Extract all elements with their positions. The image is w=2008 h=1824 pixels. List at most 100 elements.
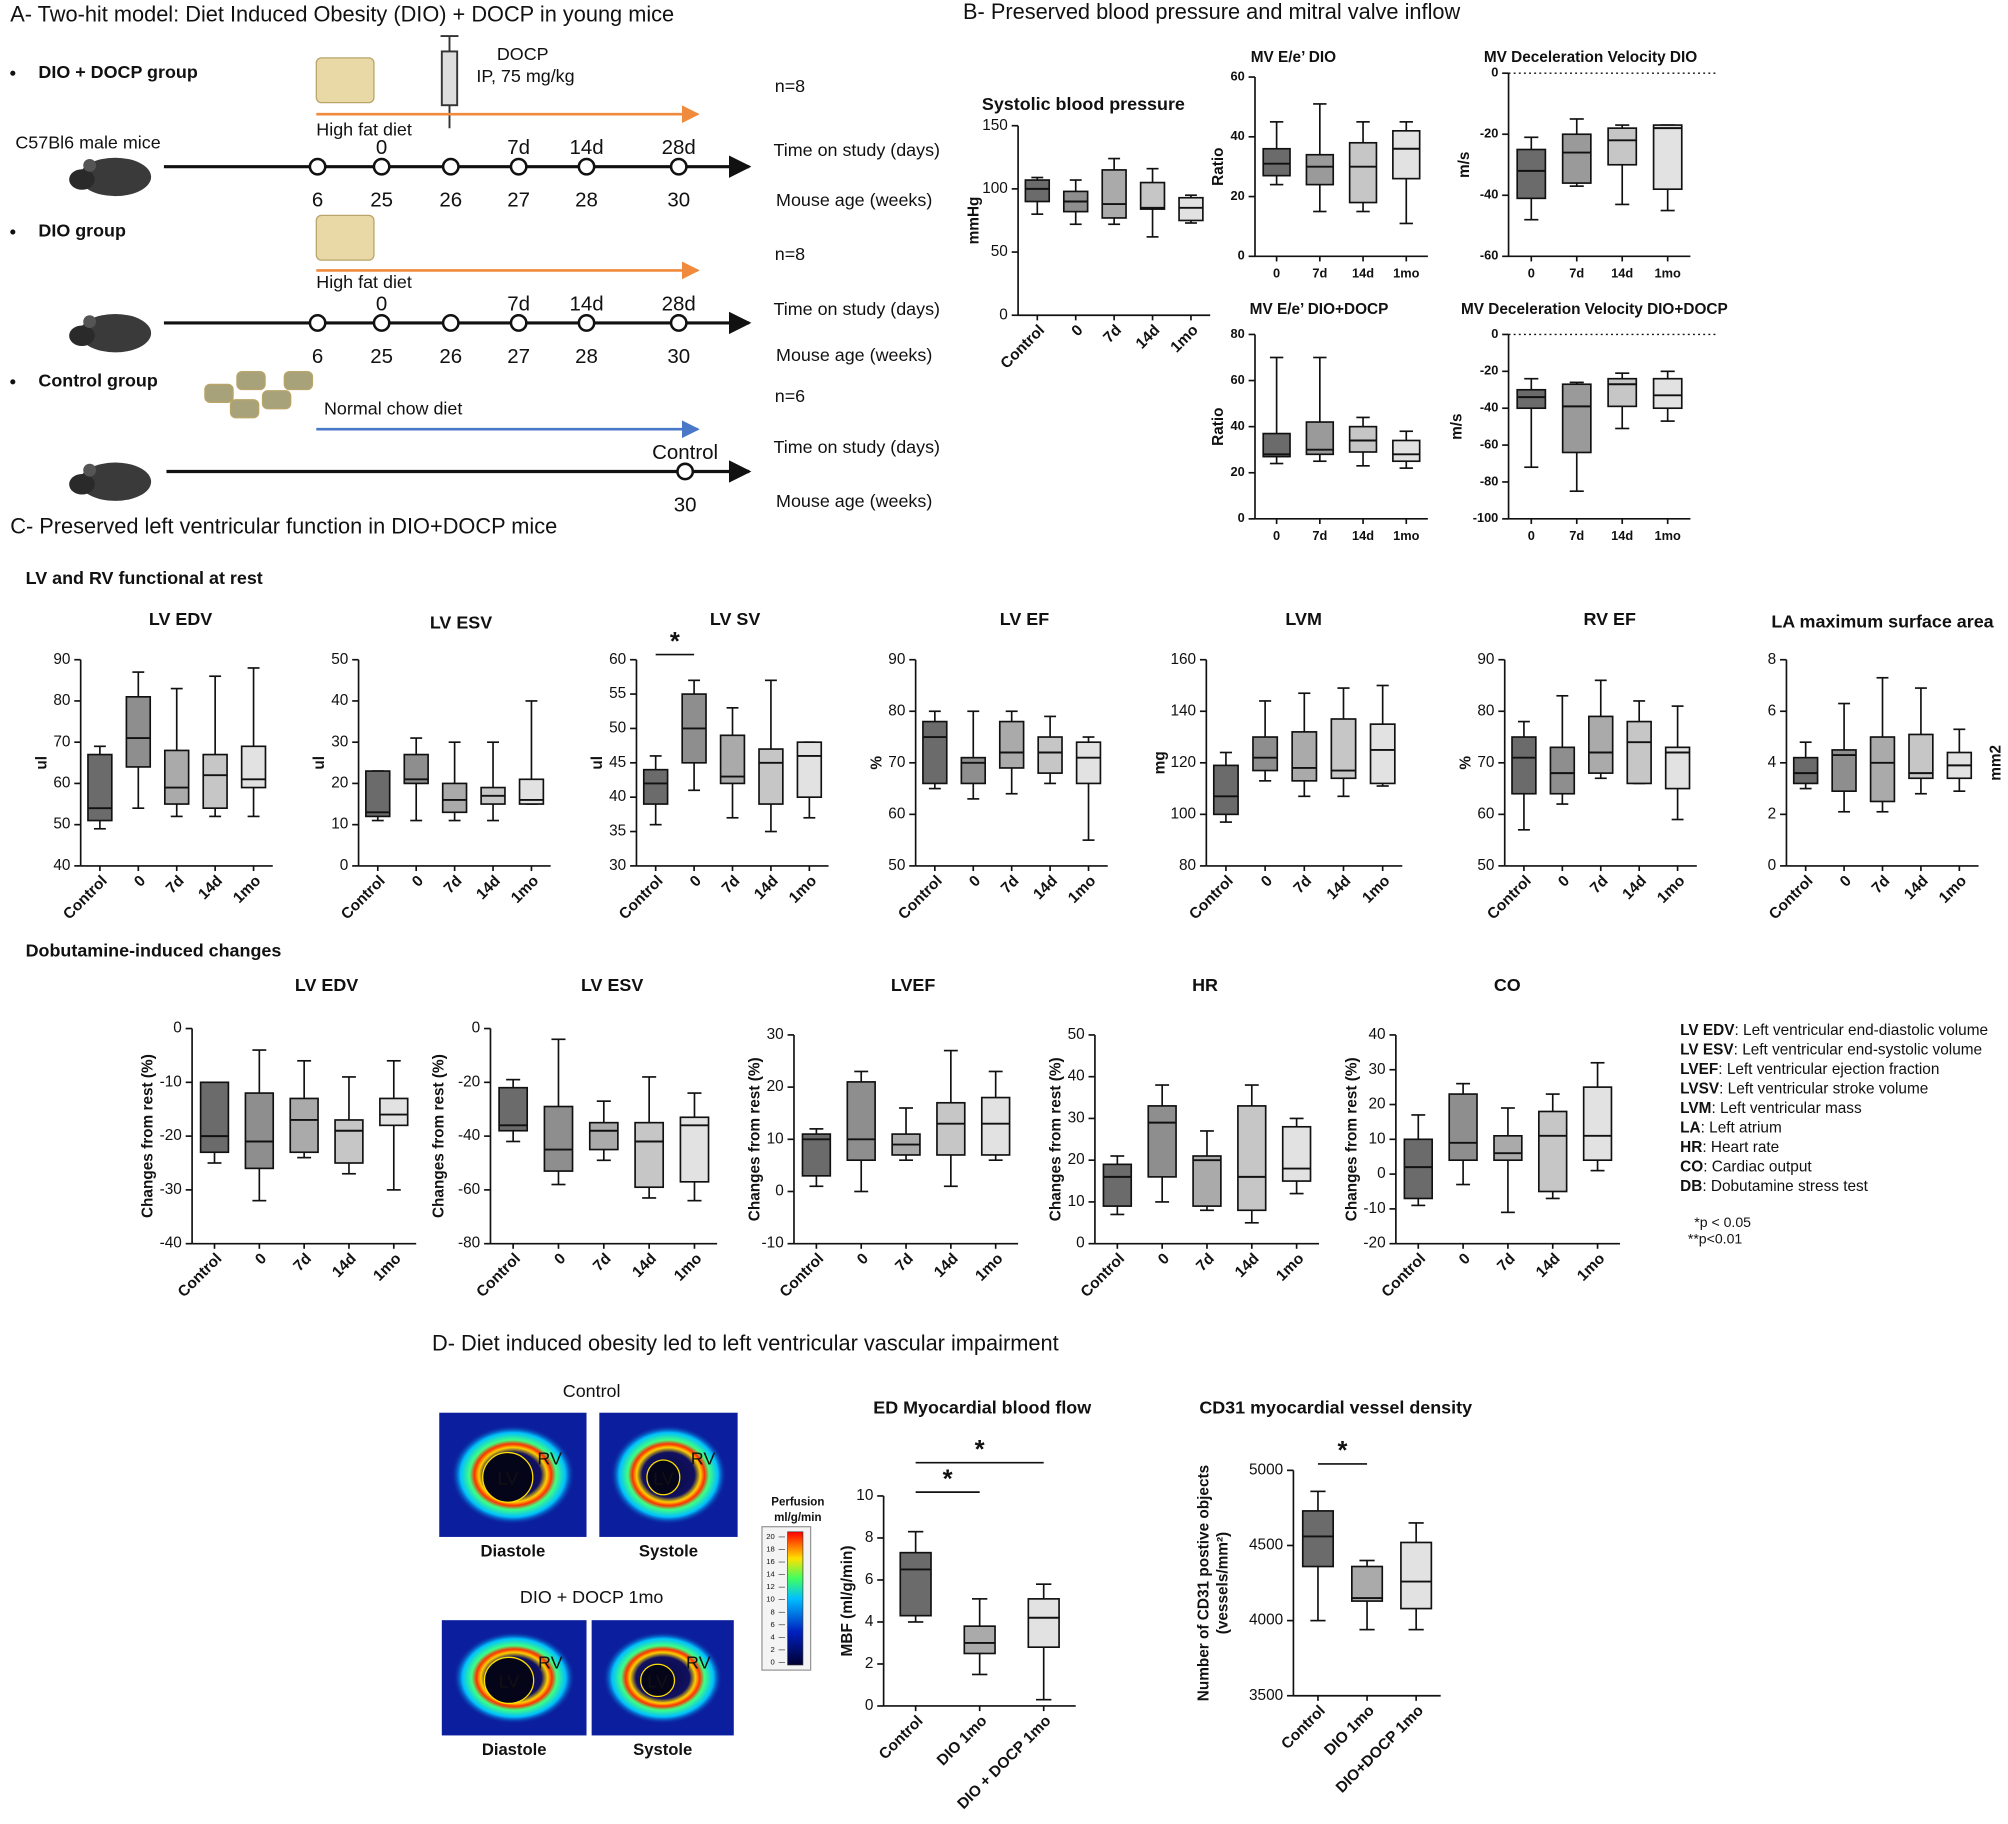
y-tick-label: 0 <box>1491 326 1498 341</box>
time-label: Control <box>652 441 718 464</box>
box <box>963 1625 996 1655</box>
y-tick-label: -20 <box>1480 126 1498 141</box>
x-tick-label: Control <box>1078 1250 1129 1301</box>
syringe <box>440 35 459 129</box>
x-tick-label: 7d <box>1100 322 1125 347</box>
age-label: 27 <box>507 189 530 212</box>
y-tick-label: 140 <box>1170 702 1196 719</box>
bullets <box>10 70 16 385</box>
box <box>1291 731 1318 782</box>
x-tick-label: 0 <box>1528 528 1535 543</box>
box <box>758 748 784 805</box>
y-tick-label: 2 <box>1768 805 1777 822</box>
colorbar-tick-label: 2 <box>770 1645 774 1654</box>
box <box>998 720 1025 769</box>
x-tick-label: 0 <box>1068 322 1086 340</box>
box <box>1252 736 1279 772</box>
chart-title: LV ESV <box>581 975 643 995</box>
y-tick-label: 50 <box>53 816 70 833</box>
mouse-icon <box>83 315 97 329</box>
group-n: n=6 <box>775 386 805 406</box>
y-tick-label: 4000 <box>1249 1612 1283 1629</box>
y-tick-label: 20 <box>1231 188 1245 203</box>
y-tick-label: 30 <box>1369 1061 1386 1078</box>
significance-mark: * <box>670 628 680 656</box>
x-tick-label: 7d <box>1569 266 1584 281</box>
region-label: LV <box>653 1469 674 1489</box>
time-point <box>669 157 688 176</box>
chart-title: HR <box>1192 975 1218 995</box>
x-tick-label: 1mo <box>1167 322 1201 356</box>
y-tick-label: 30 <box>767 1026 784 1043</box>
chart-title: MV E/e’ DIO <box>1251 49 1336 66</box>
x-tick-label: 0 <box>1273 266 1280 281</box>
abbreviation-key: LA <box>1680 1119 1700 1136</box>
chart-title: LV SV <box>710 609 760 629</box>
mouse-icon <box>79 157 152 197</box>
x-tick-label: 14d <box>751 872 782 903</box>
y-tick-label: 8 <box>865 1529 874 1546</box>
y-tick-label: 40 <box>53 857 70 874</box>
y-tick-label: 100 <box>982 180 1008 197</box>
box <box>801 1133 832 1177</box>
box <box>1348 425 1378 453</box>
diet-label: High fat diet <box>316 272 412 292</box>
box <box>1351 1565 1384 1602</box>
mouse-icon <box>69 325 95 346</box>
x-tick-label: 1mo <box>1655 266 1681 281</box>
x-tick-label: Control <box>60 872 111 923</box>
y-tick-label: 90 <box>1477 651 1494 668</box>
y-tick-label: 80 <box>1477 702 1494 719</box>
y-tick-label: -60 <box>1480 248 1498 263</box>
colorbar-tick-label: 16 <box>766 1557 775 1566</box>
box <box>1403 1138 1434 1200</box>
box <box>1369 723 1396 785</box>
box <box>1262 147 1291 177</box>
mouse-icon <box>69 474 95 495</box>
region-label: LV <box>499 1672 520 1692</box>
abbreviation: LV ESV: Left ventricular end-systolic vo… <box>1680 1042 1982 1059</box>
injection-label: DOCP <box>497 44 549 64</box>
box <box>365 770 391 818</box>
x-tick-label: DIO 1mo <box>934 1712 991 1769</box>
y-tick-label: 60 <box>53 774 70 791</box>
y-tick-label: 6 <box>1768 702 1777 719</box>
x-tick-label: 14d <box>473 872 504 903</box>
x-tick-label: 14d <box>1619 872 1650 903</box>
food <box>204 57 375 419</box>
box <box>1330 718 1357 780</box>
box <box>543 1105 574 1172</box>
significance-note: *p < 0.05 <box>1694 1214 1751 1230</box>
y-tick-label: 40 <box>1231 418 1245 433</box>
time-label: 0 <box>376 136 387 159</box>
box <box>1178 196 1204 222</box>
y-tick-label: 120 <box>1170 754 1196 771</box>
time-label: 28d <box>662 292 696 315</box>
y-tick-label: -20 <box>1480 363 1498 378</box>
group-name: DIO group <box>38 221 126 241</box>
x-tick-label: 7d <box>590 1250 615 1275</box>
abbreviation-text: : Left ventricular ejection fraction <box>1718 1061 1939 1078</box>
y-tick-label: 10 <box>1068 1193 1085 1210</box>
y-axis-label: Changes from rest (%) <box>430 1054 447 1218</box>
x-tick-label: 14d <box>1352 528 1374 543</box>
abbreviation-text: : Left atrium <box>1701 1119 1782 1136</box>
y-tick-label: 4500 <box>1249 1537 1283 1554</box>
box <box>518 778 545 805</box>
x-tick-label: Control <box>997 322 1048 373</box>
y-tick-label: 10 <box>856 1487 873 1504</box>
x-tick-label: Control <box>777 1250 828 1301</box>
x-tick-label: 0 <box>966 872 984 890</box>
y-tick-label: -60 <box>1480 436 1498 451</box>
panel-title: B- Preserved blood pressure and mitral v… <box>963 0 1460 24</box>
box <box>1516 388 1547 410</box>
y-tick-label: 40 <box>609 788 626 805</box>
y-tick-label: 50 <box>331 651 348 668</box>
ventricle-cavity <box>483 1656 535 1705</box>
age-axis-label: Mouse age (weeks) <box>776 190 932 210</box>
y-tick-label: 0 <box>1238 248 1245 263</box>
x-tick-label: 1mo <box>1393 266 1419 281</box>
box <box>244 1092 275 1170</box>
y-tick-label: 20 <box>331 774 348 791</box>
colorbar <box>787 1531 804 1666</box>
